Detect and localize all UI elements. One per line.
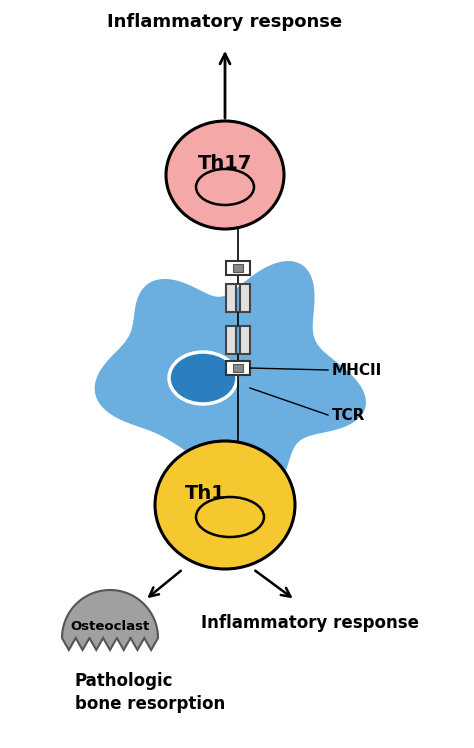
- Text: Th17: Th17: [198, 153, 252, 173]
- Text: APC: APC: [52, 359, 92, 377]
- Text: Inflammatory response: Inflammatory response: [201, 614, 419, 632]
- Bar: [226, 261, 250, 275]
- Polygon shape: [95, 261, 366, 503]
- Text: bone resorption: bone resorption: [75, 695, 225, 713]
- Bar: [226, 326, 236, 354]
- Bar: [240, 284, 250, 312]
- Polygon shape: [62, 590, 158, 650]
- Text: Osteoclast: Osteoclast: [70, 619, 150, 633]
- Text: MHCII: MHCII: [332, 363, 382, 378]
- Ellipse shape: [169, 352, 237, 404]
- Text: Th1: Th1: [184, 483, 226, 503]
- Text: Inflammatory response: Inflammatory response: [108, 13, 343, 31]
- Ellipse shape: [166, 121, 284, 229]
- Bar: [226, 284, 236, 312]
- Bar: [226, 361, 250, 375]
- Bar: [240, 326, 250, 354]
- Bar: [233, 364, 243, 372]
- Bar: [233, 264, 243, 272]
- Ellipse shape: [196, 169, 254, 205]
- Text: Pathologic: Pathologic: [75, 672, 173, 690]
- Ellipse shape: [196, 497, 264, 537]
- Text: TCR: TCR: [332, 408, 365, 423]
- Ellipse shape: [155, 441, 295, 569]
